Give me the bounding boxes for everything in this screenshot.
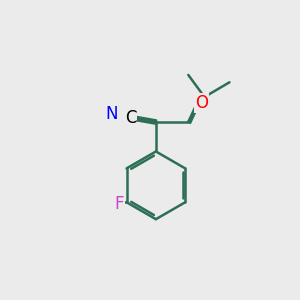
Text: O: O — [195, 94, 208, 112]
Text: N: N — [106, 105, 118, 123]
Text: F: F — [115, 195, 124, 213]
Text: C: C — [125, 109, 136, 127]
